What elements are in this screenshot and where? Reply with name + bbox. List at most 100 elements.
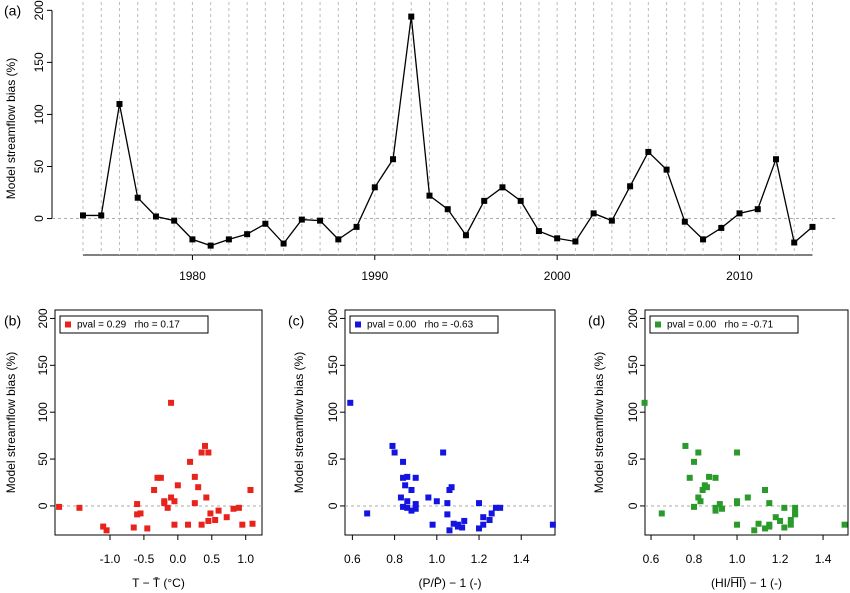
point: [841, 521, 848, 528]
y-tick-label: 200: [626, 308, 640, 328]
point: [718, 224, 725, 231]
panel-label: (a): [4, 3, 21, 19]
point: [691, 458, 698, 465]
point: [663, 166, 670, 173]
point: [390, 156, 397, 163]
x-tick-label: 0.0: [169, 552, 186, 566]
point: [781, 524, 788, 531]
y-axis-title: Model streamflow bias (%): [4, 58, 18, 199]
point: [185, 521, 192, 528]
point: [433, 498, 440, 505]
point: [736, 210, 743, 217]
point: [777, 517, 784, 524]
point: [425, 494, 432, 501]
point: [706, 473, 713, 480]
point: [499, 184, 506, 191]
point: [699, 487, 706, 493]
y-tick-label: 0: [36, 502, 50, 509]
point: [400, 503, 407, 510]
point: [700, 236, 707, 243]
x-tick-label: 0.8: [386, 552, 403, 566]
point: [681, 218, 688, 225]
x-tick-label: 1.0: [237, 552, 254, 566]
y-tick-label: 0: [326, 502, 340, 509]
point: [98, 212, 105, 219]
point: [171, 498, 178, 505]
x-axis-title: T − T̄ (°C): [132, 576, 185, 590]
point: [249, 520, 256, 527]
point: [134, 194, 141, 201]
point: [658, 510, 665, 517]
point: [641, 399, 648, 406]
point: [535, 228, 542, 235]
point: [486, 517, 493, 523]
point: [223, 514, 230, 521]
y-tick-label: 0: [626, 502, 640, 509]
point: [691, 503, 698, 510]
point: [100, 523, 107, 530]
point: [554, 235, 561, 242]
point: [400, 474, 407, 481]
point: [446, 487, 453, 493]
point: [161, 498, 168, 505]
point: [412, 505, 419, 512]
point: [235, 504, 242, 511]
legend-box: [649, 315, 799, 334]
point: [712, 474, 719, 481]
point: [412, 474, 419, 481]
point: [203, 494, 210, 501]
y-axis-title: Model streamflow bias (%): [592, 352, 606, 493]
y-tick-label: 100: [32, 104, 46, 124]
point: [701, 482, 708, 489]
point: [353, 223, 360, 230]
x-tick-label: 0.8: [686, 552, 703, 566]
point: [781, 504, 788, 511]
x-tick-label: 2010: [726, 269, 753, 283]
point: [191, 473, 198, 480]
point: [461, 517, 468, 524]
point: [130, 524, 137, 531]
legend-marker: [655, 321, 661, 328]
point: [134, 511, 141, 518]
point: [103, 527, 110, 534]
x-tick-label: 1990: [361, 269, 388, 283]
point: [335, 236, 342, 243]
point: [695, 494, 702, 501]
y-tick-label: 200: [36, 308, 50, 328]
point: [205, 517, 212, 524]
point: [429, 521, 436, 528]
point: [697, 498, 704, 505]
legend-box: [349, 315, 499, 334]
point: [404, 473, 411, 480]
x-tick-label: 0.5: [203, 552, 220, 566]
point: [76, 504, 83, 511]
point: [198, 521, 205, 528]
panel-label: (c): [288, 313, 304, 329]
point: [195, 484, 202, 491]
y-tick-label: 50: [32, 160, 46, 174]
legend-text: pval = 0.00 rho = -0.71: [667, 320, 774, 331]
point: [151, 487, 158, 493]
point: [734, 498, 741, 505]
point: [80, 212, 87, 219]
point: [244, 231, 251, 238]
point: [347, 399, 354, 406]
x-tick-label: 0.6: [643, 552, 660, 566]
legend-marker: [355, 321, 361, 328]
point: [686, 474, 693, 481]
point: [134, 501, 141, 508]
point: [171, 217, 178, 224]
point: [212, 517, 219, 523]
point: [402, 482, 409, 489]
point: [480, 521, 487, 528]
point: [754, 206, 761, 213]
point: [718, 505, 725, 512]
legend-text: pval = 0.29 rho = 0.17: [77, 320, 180, 331]
x-tick-label: 1.0: [729, 552, 746, 566]
x-axis-title: (P/P̄) − 1 (-): [418, 576, 481, 590]
point: [317, 217, 324, 224]
point: [152, 213, 159, 220]
point: [391, 449, 398, 456]
point: [225, 236, 232, 243]
